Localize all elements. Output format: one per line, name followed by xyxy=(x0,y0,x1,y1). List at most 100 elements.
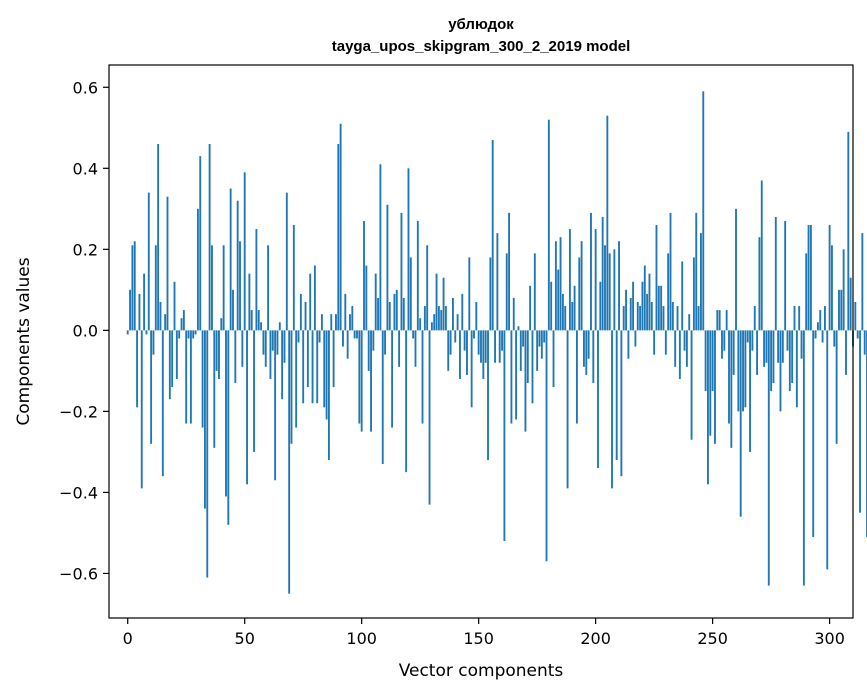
bar-164 xyxy=(510,330,513,424)
bar-113 xyxy=(391,330,394,428)
bar-218 xyxy=(636,302,639,331)
bar-0 xyxy=(126,330,129,335)
bar-241 xyxy=(690,330,693,440)
bar-299 xyxy=(826,330,829,570)
bar-89 xyxy=(335,314,337,331)
bar-213 xyxy=(625,289,627,331)
bar-44 xyxy=(229,188,232,331)
bar-168 xyxy=(519,330,522,371)
bar-233 xyxy=(671,302,674,331)
bar-18 xyxy=(168,330,171,400)
bar-206 xyxy=(608,253,611,331)
bar-31 xyxy=(199,156,202,331)
bar-305 xyxy=(840,289,843,331)
bar-268 xyxy=(753,306,756,331)
bar-20 xyxy=(173,281,176,331)
bar-88 xyxy=(332,330,335,388)
bar-27 xyxy=(189,330,192,424)
bar-214 xyxy=(627,330,630,359)
bar-42 xyxy=(225,330,227,497)
bar-32 xyxy=(201,330,204,428)
bar-39 xyxy=(218,330,220,379)
bar-50 xyxy=(243,172,246,331)
bar-144 xyxy=(463,330,466,351)
bar-244 xyxy=(697,306,700,331)
bar-189 xyxy=(568,229,571,331)
bar-9 xyxy=(147,192,150,331)
bar-15 xyxy=(161,330,164,477)
bar-115 xyxy=(395,289,398,331)
bar-108 xyxy=(379,164,382,331)
bar-190 xyxy=(571,302,574,331)
bar-60 xyxy=(267,245,270,331)
bar-303 xyxy=(835,330,838,444)
bar-276 xyxy=(772,330,775,384)
bar-181 xyxy=(550,281,553,331)
bar-64 xyxy=(276,330,279,355)
bar-177 xyxy=(540,330,543,359)
bars-layer xyxy=(126,91,867,594)
bar-307 xyxy=(845,330,847,375)
bar-279 xyxy=(779,330,782,412)
bar-85 xyxy=(325,330,328,420)
y-tick-label: −0.2 xyxy=(59,402,98,421)
bar-224 xyxy=(650,302,653,331)
bar-219 xyxy=(639,306,642,331)
bar-67 xyxy=(283,330,286,363)
bar-80 xyxy=(313,265,316,331)
bar-125 xyxy=(419,318,422,331)
bar-215 xyxy=(629,297,632,331)
bar-19 xyxy=(171,330,174,388)
bar-6 xyxy=(140,330,143,489)
bar-11 xyxy=(152,330,155,355)
bar-251 xyxy=(714,330,716,444)
bar-309 xyxy=(849,277,852,331)
bar-46 xyxy=(234,330,237,384)
bar-127 xyxy=(423,306,426,331)
bar-235 xyxy=(676,306,679,331)
bar-57 xyxy=(260,322,263,331)
bar-24 xyxy=(182,310,185,331)
bar-95 xyxy=(349,314,351,331)
bar-211 xyxy=(620,330,623,477)
bar-288 xyxy=(800,330,803,359)
bar-30 xyxy=(196,208,199,331)
bar-13 xyxy=(157,144,160,331)
bar-184 xyxy=(557,269,560,331)
bar-84 xyxy=(323,330,326,408)
bar-161 xyxy=(503,330,506,542)
bar-145 xyxy=(466,330,468,375)
bar-28 xyxy=(192,330,195,339)
bar-23 xyxy=(180,318,183,331)
bar-78 xyxy=(309,273,312,331)
bar-71 xyxy=(292,225,295,331)
bar-58 xyxy=(262,330,265,355)
bar-140 xyxy=(454,330,457,343)
bar-197 xyxy=(587,330,590,359)
bar-262 xyxy=(739,330,742,517)
bar-289 xyxy=(802,330,805,586)
x-tick-label: 100 xyxy=(346,629,377,648)
bar-87 xyxy=(330,314,333,331)
bar-277 xyxy=(774,216,777,331)
y-tick-label: 0.4 xyxy=(73,159,98,178)
bar-246 xyxy=(702,91,705,331)
bar-217 xyxy=(634,330,637,347)
bar-272 xyxy=(763,330,766,367)
bar-280 xyxy=(781,330,784,363)
bar-201 xyxy=(597,330,599,469)
bar-260 xyxy=(735,208,737,331)
bar-35 xyxy=(208,144,211,331)
bar-96 xyxy=(351,306,354,331)
bar-156 xyxy=(491,139,494,331)
bar-65 xyxy=(278,322,281,331)
bar-200 xyxy=(594,229,597,331)
plot-frame xyxy=(108,64,854,619)
bar-106 xyxy=(374,273,377,331)
bar-287 xyxy=(798,306,801,331)
bar-142 xyxy=(459,330,461,379)
bar-101 xyxy=(363,220,365,331)
y-tick-label: 0.0 xyxy=(73,321,98,340)
bar-229 xyxy=(662,306,665,331)
y-axis-label: Components values xyxy=(14,257,34,425)
